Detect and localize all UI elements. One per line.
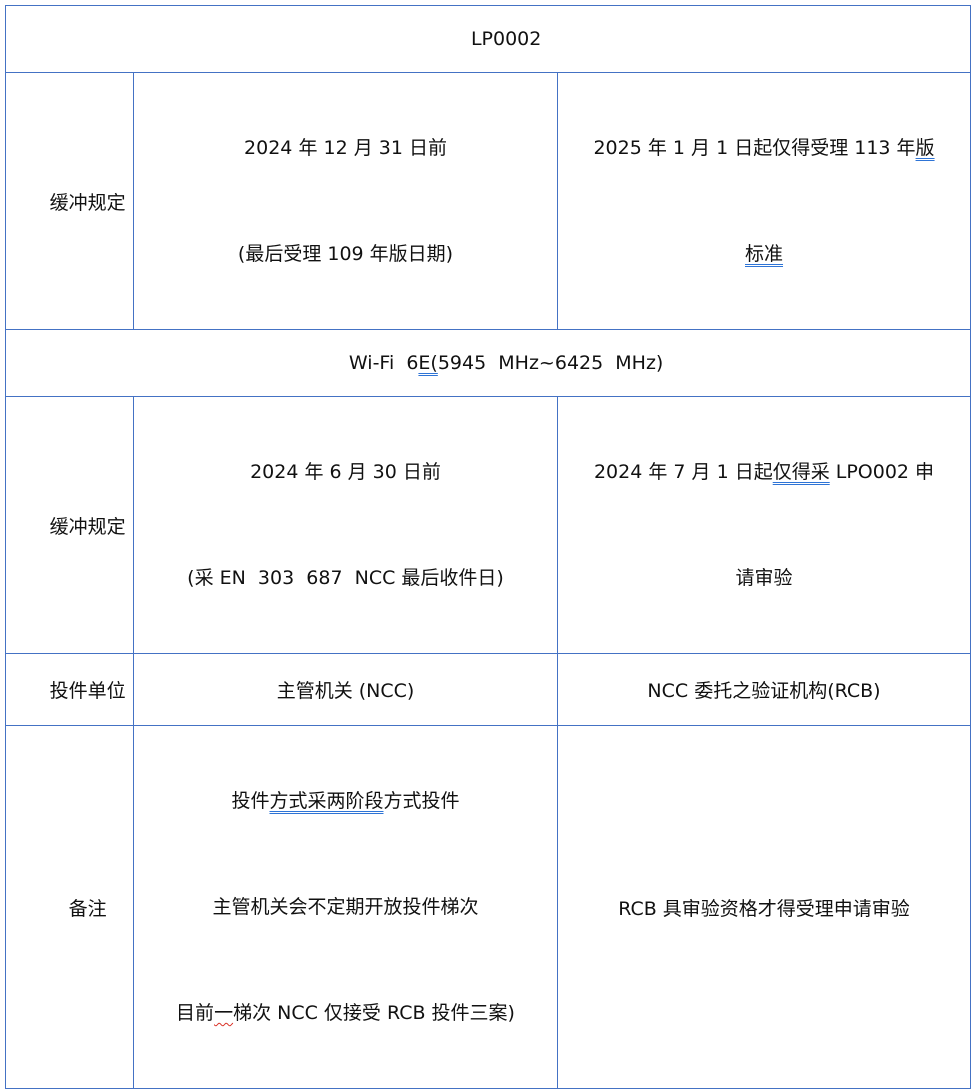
- remarks-line3: 目前一梯次 NCC 仅接受 RCB 投件三案): [140, 982, 551, 1044]
- remarks-line3-spellcheck-underline: 一: [214, 1002, 234, 1024]
- band-wifi6e-grammar-underline: E(: [418, 352, 438, 374]
- buffer1-label: 缓冲规定: [49, 191, 126, 214]
- regulation-table: LP0002 缓冲规定 2024 年 12 月 31 日前 (最后受理 109 …: [4, 5, 972, 1089]
- band-title-wifi6e: Wi-Fi 6E(5945 MHz~6425 MHz): [4, 329, 972, 397]
- buffer2-label-cell: 缓冲规定: [5, 396, 134, 654]
- remarks-line1-text-post: 方式投件: [383, 790, 460, 812]
- remarks-line1-text-pre: 投件: [231, 790, 270, 812]
- buffer2-deadline-cell: 2024 年 6 月 30 日前 (采 EN 303 687 NCC 最后收件日…: [133, 396, 558, 654]
- remarks-line1: 投件方式采两阶段方式投件: [140, 770, 551, 832]
- buffer1-deadline-cell: 2024 年 12 月 31 日前 (最后受理 109 年版日期): [133, 72, 558, 330]
- buffer2-rule-line1: 2024 年 7 月 1 日起仅得采 LPO002 申: [564, 441, 964, 503]
- buffer2-deadline-line1: 2024 年 6 月 30 日前: [250, 461, 441, 483]
- buffer1-deadline-line1: 2024 年 12 月 31 日前: [244, 137, 447, 159]
- remarks-line3-text-post: 梯次 NCC 仅接受 RCB 投件三案): [233, 1002, 515, 1024]
- buffer1-rule-line2: 标准: [564, 223, 964, 285]
- table-row-remarks: 备注 投件方式采两阶段方式投件 主管机关会不定期开放投件梯次 目前一梯次 NCC…: [5, 725, 972, 1089]
- remarks-line2: 主管机关会不定期开放投件梯次: [212, 896, 479, 918]
- buffer2-deadline-line2: (采 EN 303 687 NCC 最后收件日): [187, 567, 504, 589]
- buffer1-rule-line2-grammar-underline: 标准: [745, 243, 784, 265]
- remarks-label-cell: 备注: [5, 725, 134, 1089]
- table-row-submit-unit: 投件单位 主管机关 (NCC) NCC 委托之验证机构(RCB): [5, 653, 972, 726]
- remarks-rcb-cell: RCB 具审验资格才得受理申请审验: [556, 725, 972, 1089]
- buffer2-rule-cell: 2024 年 7 月 1 日起仅得采 LPO002 申 请审验: [556, 396, 972, 654]
- submit-unit-label-cell: 投件单位: [5, 653, 134, 726]
- buffer1-rule-line1-text: 2025 年 1 月 1 日起仅得受理 113 年: [593, 137, 916, 159]
- band-title-lp0002: LP0002: [4, 5, 972, 73]
- buffer1-deadline-line2: (最后受理 109 年版日期): [237, 243, 454, 265]
- table-row-band-lp0002: LP0002: [4, 5, 972, 73]
- buffer2-rule-line1-text: 2024 年 7 月 1 日起: [593, 461, 773, 483]
- buffer2-rule-line1-grammar-underline: 仅得采: [772, 461, 830, 483]
- table-row-buffer2: 缓冲规定 2024 年 6 月 30 日前 (采 EN 303 687 NCC …: [5, 396, 972, 654]
- remarks-label: 备注: [68, 897, 107, 920]
- buffer1-label-cell: 缓冲规定: [5, 72, 134, 330]
- buffer2-rule-line1-text-post: LPO002 申: [829, 461, 935, 483]
- remarks-line1-grammar-underline: 方式采两阶段: [269, 790, 384, 812]
- submit-unit-label: 投件单位: [49, 680, 126, 702]
- buffer1-rule-cell: 2025 年 1 月 1 日起仅得受理 113 年版 标准: [556, 72, 972, 330]
- buffer1-rule-line1: 2025 年 1 月 1 日起仅得受理 113 年版: [564, 117, 964, 179]
- band-wifi6e-text-post: 5945 MHz~6425 MHz): [437, 352, 664, 374]
- remarks-detail-cell: 投件方式采两阶段方式投件 主管机关会不定期开放投件梯次 目前一梯次 NCC 仅接…: [133, 725, 558, 1089]
- remarks-line3-text-pre: 目前: [176, 1002, 215, 1024]
- submit-unit-ncc-cell: 主管机关 (NCC): [133, 653, 558, 726]
- buffer1-rule-line1-grammar-underline: 版: [915, 137, 935, 159]
- buffer2-rule-line2: 请审验: [735, 567, 793, 589]
- band-wifi6e-text-pre: Wi-Fi 6: [348, 352, 419, 374]
- buffer2-label: 缓冲规定: [49, 515, 126, 538]
- submit-unit-rcb-cell: NCC 委托之验证机构(RCB): [556, 653, 972, 726]
- band-title-lp0002-text: LP0002: [470, 28, 542, 50]
- table-row-buffer1: 缓冲规定 2024 年 12 月 31 日前 (最后受理 109 年版日期) 2…: [5, 72, 972, 330]
- table-row-band-wifi6e: Wi-Fi 6E(5945 MHz~6425 MHz): [4, 329, 972, 397]
